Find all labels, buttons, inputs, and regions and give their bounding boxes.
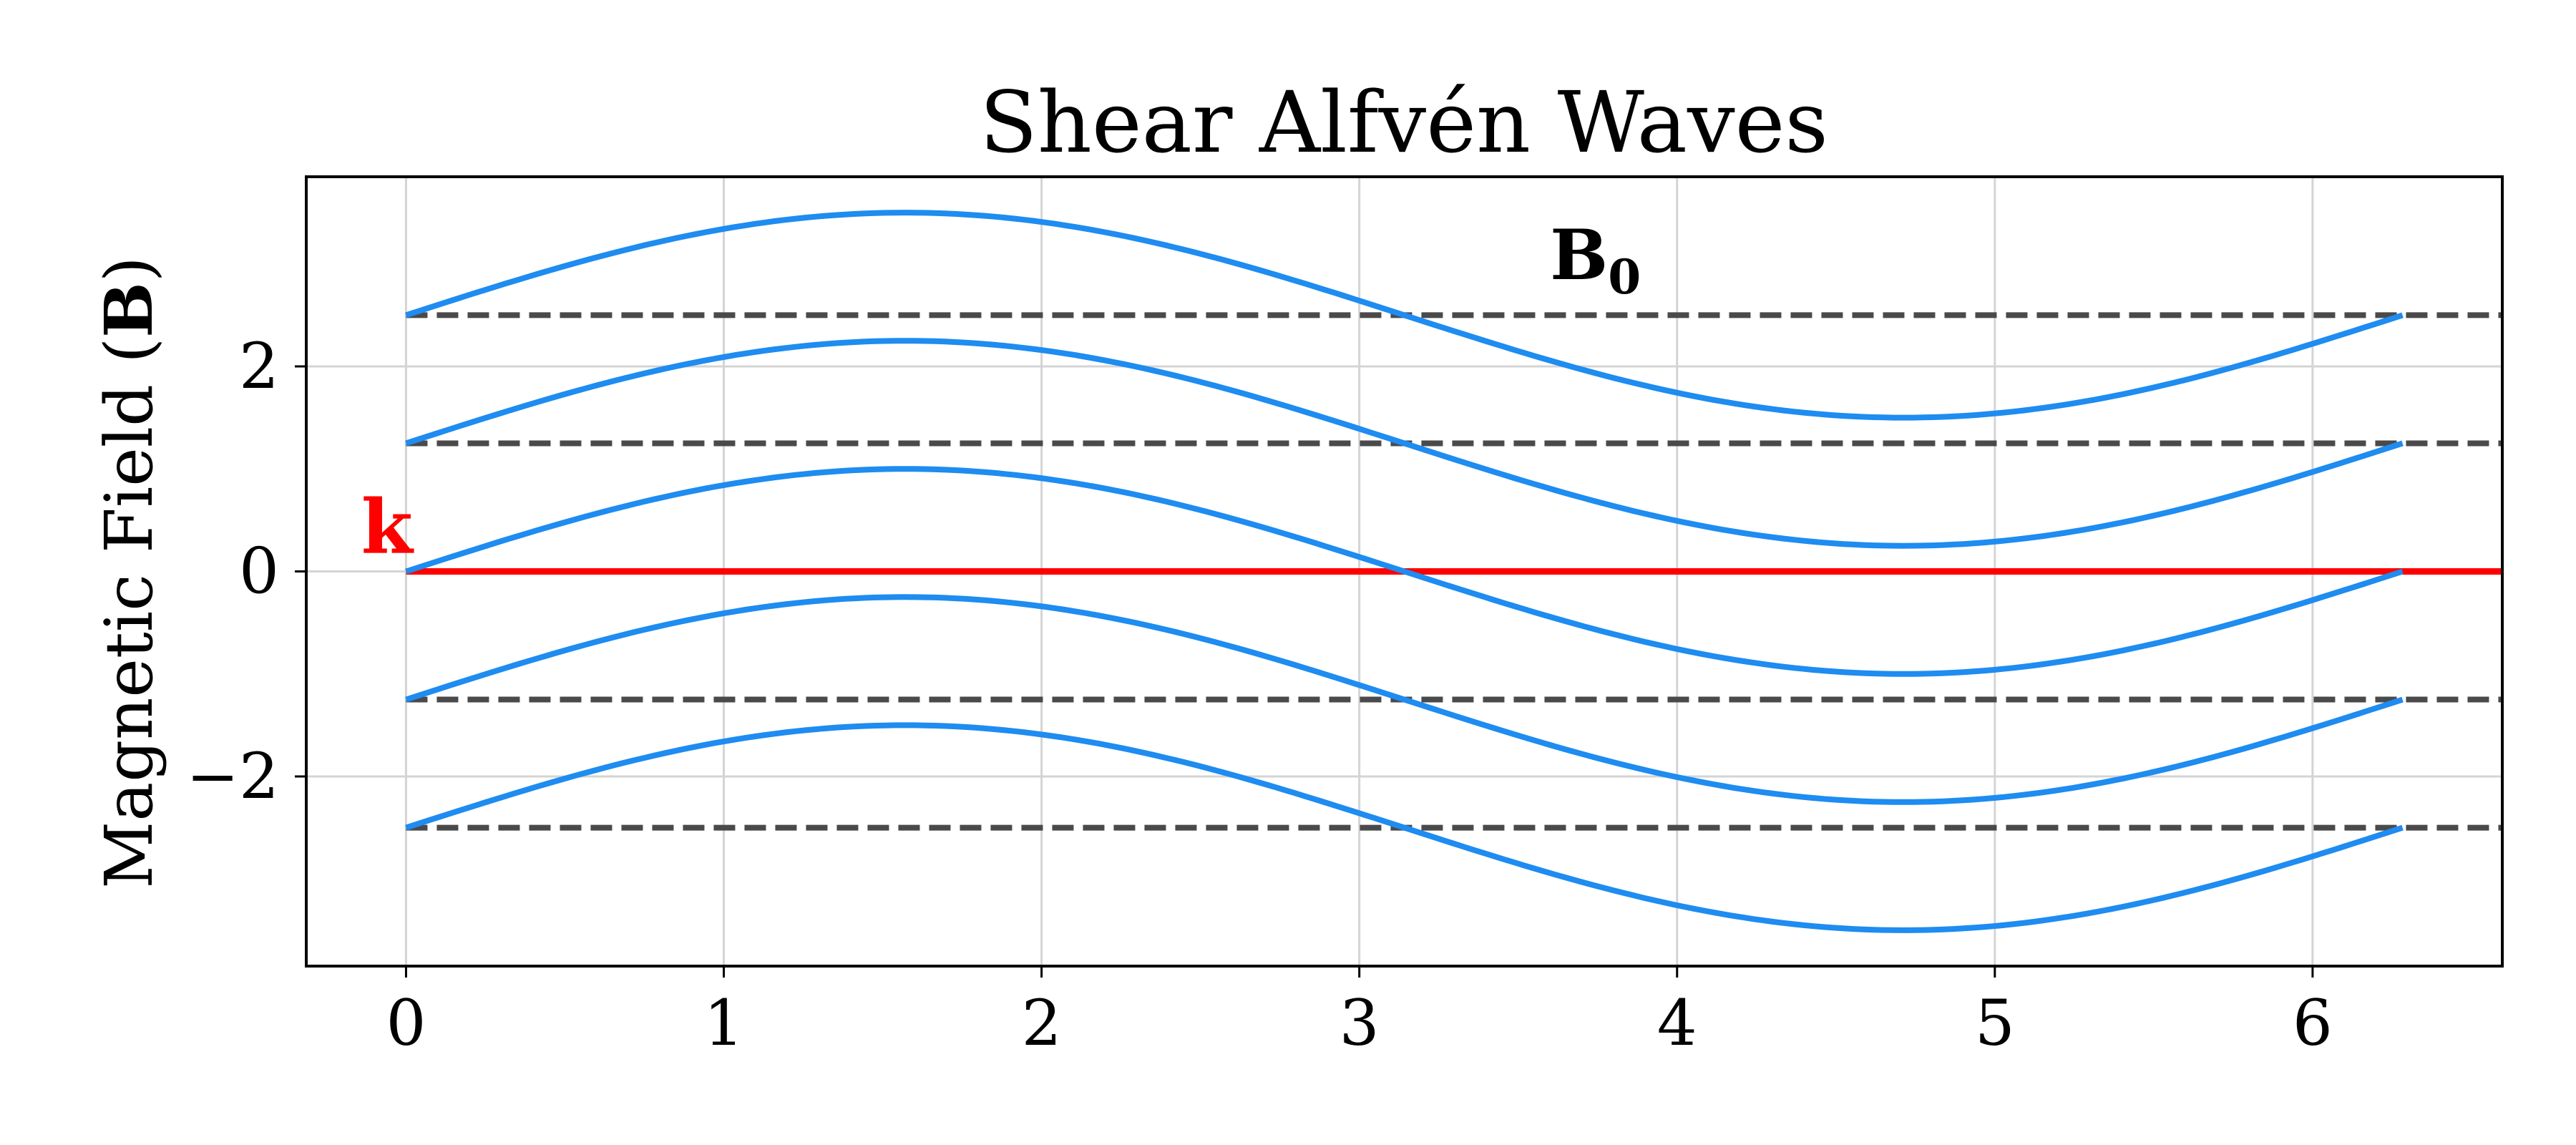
x-tick-label: 1 — [704, 986, 744, 1060]
y-axis-ticks: −2 0 2 — [186, 329, 306, 813]
x-tick-label: 6 — [2293, 986, 2333, 1060]
b0-annotation-main: B — [1550, 215, 1608, 296]
wave-series — [405, 594, 2404, 805]
y-axis-label: Magnetic Field (B) — [90, 256, 167, 889]
b0-annotation: B0 — [1550, 215, 1641, 305]
background-field-lines — [406, 312, 2502, 831]
wave-series-group — [405, 210, 2404, 933]
b0-annotation-subscript: 0 — [1608, 249, 1641, 305]
wave-series — [405, 722, 2404, 933]
x-tick-label: 4 — [1657, 986, 1697, 1060]
chart-title: Shear Alfvén Waves — [980, 73, 1828, 172]
wave-series — [405, 466, 2404, 677]
wave-series — [405, 210, 2404, 421]
x-tick-label: 0 — [386, 986, 426, 1060]
k-annotation: k — [361, 483, 414, 571]
y-tick-label: −2 — [186, 739, 279, 813]
x-tick-label: 2 — [1022, 986, 1062, 1060]
y-axis-label-text: Magnetic Field ( — [91, 338, 167, 889]
y-tick-label: 0 — [239, 535, 279, 608]
y-tick-label: 2 — [239, 329, 279, 403]
y-axis-label-bold: B — [90, 282, 167, 338]
x-tick-label: 3 — [1340, 986, 1380, 1060]
y-axis-label-close: ) — [91, 256, 167, 282]
x-tick-label: 5 — [1975, 986, 2015, 1060]
x-axis-ticks: 0 1 2 3 4 5 6 — [386, 966, 2333, 1060]
wave-series — [405, 338, 2404, 549]
